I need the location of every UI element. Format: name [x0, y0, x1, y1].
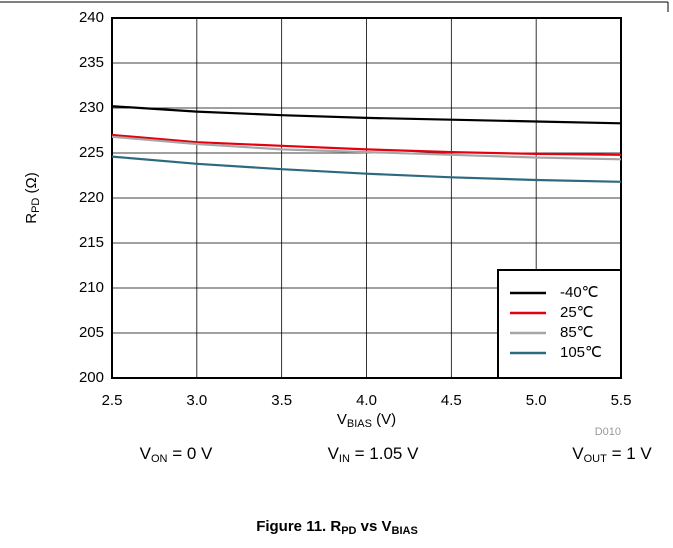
series-line [111, 133, 622, 156]
text-part: R [23, 213, 40, 224]
condition-note: VIN = 1.05 V [328, 444, 420, 464]
legend-box [497, 269, 622, 379]
series-line [111, 155, 622, 183]
text-part: (Ω) [23, 172, 40, 197]
text-part: V [337, 411, 347, 428]
series-line [111, 105, 622, 125]
text-part: (V) [372, 411, 396, 428]
subscript: IN [339, 453, 350, 465]
x-tick-label: 5.5 [611, 392, 632, 409]
y-tick-label: 240 [79, 9, 104, 26]
legend-label: 25℃ [560, 304, 594, 321]
condition-note: VOUT = 1 V [572, 444, 652, 464]
y-tick-label: 220 [79, 189, 104, 206]
x-tick-label: 4.5 [441, 392, 462, 409]
y-tick-label: 200 [79, 369, 104, 386]
text-part: = 1 V [607, 444, 653, 463]
x-tick-label: 4.0 [356, 392, 377, 409]
subscript: OUT [584, 453, 608, 465]
y-tick-label: 235 [79, 54, 104, 71]
text-part: = 1.05 V [350, 444, 419, 463]
text-part: V [140, 444, 152, 463]
subscript: PD [30, 198, 42, 213]
x-tick-label: 3.0 [186, 392, 207, 409]
plot-frame [111, 17, 622, 379]
y-axis-label: RPD (Ω) [23, 172, 42, 224]
subscript: BIAS [347, 418, 372, 430]
legend-label: 105℃ [560, 344, 602, 361]
y-tick-label: 230 [79, 99, 104, 116]
x-tick-label: 3.5 [271, 392, 292, 409]
x-tick-label: 2.5 [102, 392, 123, 409]
figure-code: D010 [595, 426, 621, 438]
text-part: V [328, 444, 340, 463]
text-part: = 0 V [167, 444, 213, 463]
subscript: ON [151, 453, 168, 465]
subscript: BIAS [392, 525, 418, 537]
x-tick-label: 5.0 [526, 392, 547, 409]
y-tick-label: 215 [79, 234, 104, 251]
text-part: Figure 11. R [256, 518, 341, 535]
text-part: vs V [357, 518, 392, 535]
x-axis-label: VBIAS (V) [337, 411, 396, 430]
y-tick-label: 205 [79, 324, 104, 341]
figure-caption: Figure 11. RPD vs VBIAS [256, 518, 418, 537]
text-part: V [572, 444, 584, 463]
legend-label: -40℃ [560, 284, 599, 301]
y-tick-label: 225 [79, 144, 104, 161]
series-line [111, 135, 622, 161]
y-tick-label: 210 [79, 279, 104, 296]
condition-note: VON = 0 V [140, 444, 213, 464]
legend-label: 85℃ [560, 324, 594, 341]
subscript: PD [341, 525, 356, 537]
